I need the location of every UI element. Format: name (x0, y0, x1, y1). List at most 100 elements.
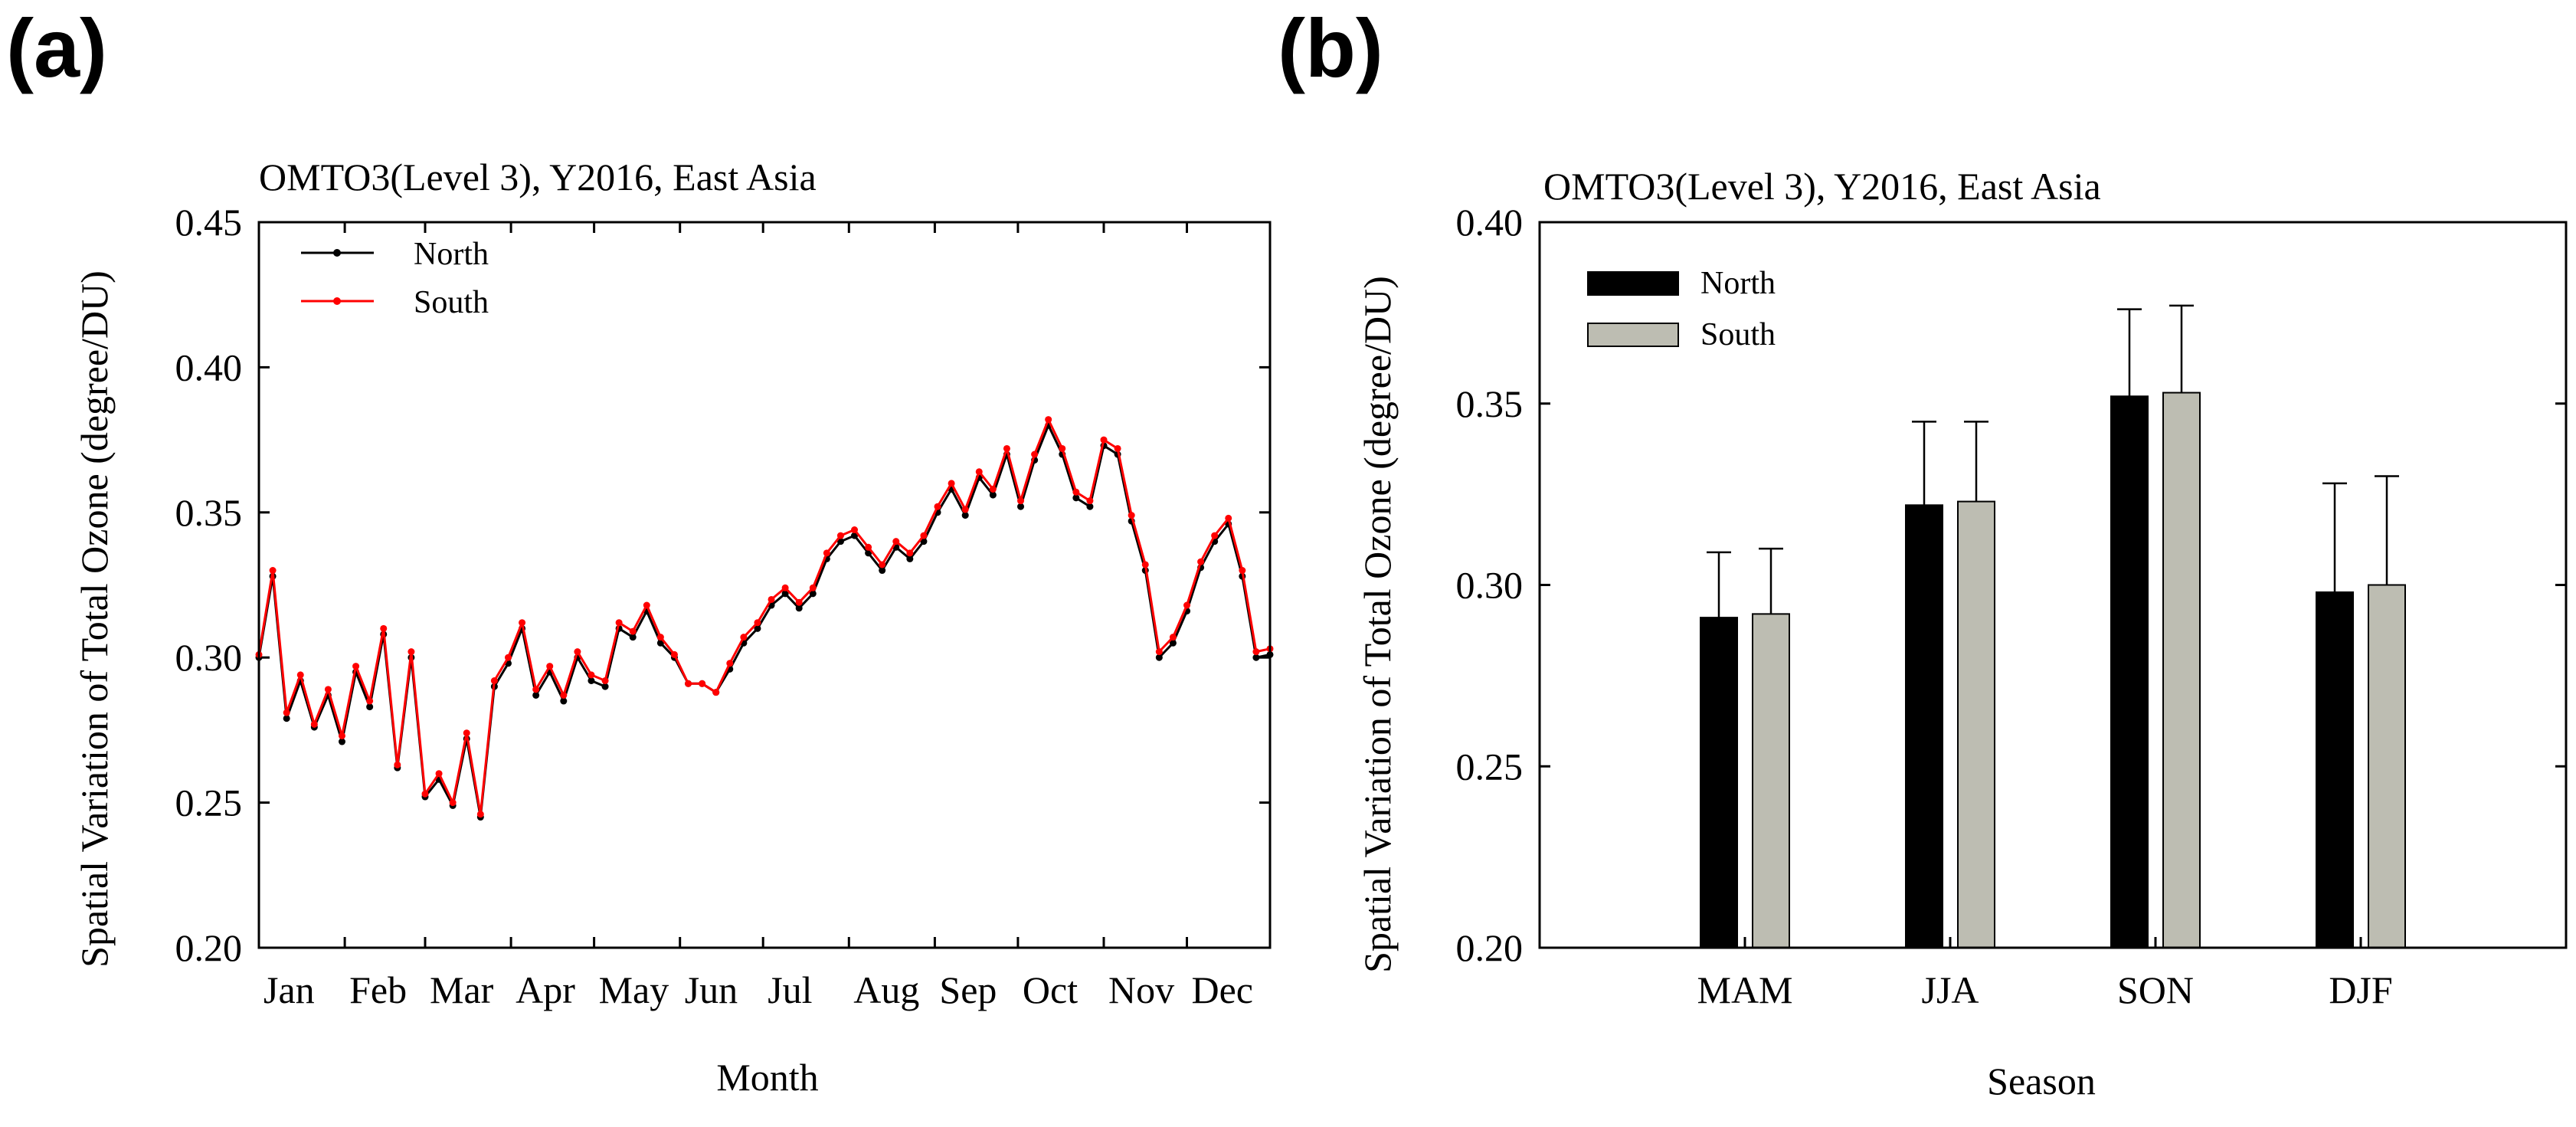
x-tick-label: Sep (939, 968, 997, 1011)
x-tick-label: Jun (685, 968, 738, 1011)
data-point-south (380, 624, 388, 632)
legend-south-swatch (1587, 323, 1679, 347)
data-point-south (1141, 561, 1149, 568)
data-point-south (836, 532, 844, 539)
data-point-north (989, 491, 997, 499)
data-point-south (1155, 648, 1163, 656)
x-tick-label: Feb (349, 968, 407, 1011)
data-point-south (823, 549, 830, 557)
y-axis-label: Spatial Variation of Total Ozone (degree… (73, 270, 116, 968)
plot-frame (257, 221, 1272, 949)
data-point-south (1003, 444, 1010, 452)
bar-south (1957, 500, 1995, 948)
data-point-north (1072, 494, 1080, 502)
bar-north (1905, 504, 1943, 948)
data-point-south (1072, 488, 1080, 496)
y-tick-label: 0.30 (175, 636, 243, 679)
legend-north-label: North (1700, 266, 1776, 301)
panel-label-a: (a) (6, 2, 107, 94)
bar-south (1752, 613, 1790, 948)
data-point-north (906, 555, 914, 562)
x-tick-label: MAM (1697, 968, 1792, 1011)
chart-title: OMTO3(Level 3), Y2016, East Asia (1543, 165, 2101, 208)
x-tick-label: JJA (1921, 968, 1979, 1011)
data-point-south (1169, 634, 1177, 641)
axes: 0.20 0.25 0.30 0.35 0.40 0.45 Jan Feb Mar Apr May J… (175, 201, 1270, 1011)
data-point-south (615, 619, 623, 627)
series-line-north (257, 424, 1271, 818)
panel-label-b: (b) (1278, 2, 1383, 94)
data-point-south (656, 634, 664, 641)
bar-north (2316, 591, 2354, 948)
data-point-south (476, 811, 484, 818)
x-tick-label: Apr (516, 968, 575, 1011)
data-point-south (1183, 601, 1191, 609)
data-point-south (809, 584, 817, 591)
bar-north (2110, 395, 2149, 948)
y-tick-label: 0.45 (175, 201, 243, 244)
data-point-south (643, 601, 650, 609)
y-tick-label: 0.35 (1456, 382, 1524, 425)
data-point-north (795, 604, 803, 612)
data-point-south (865, 543, 872, 551)
legend-north-label: North (414, 237, 489, 272)
data-point-south (435, 770, 443, 778)
data-point-north (754, 624, 761, 632)
data-point-south (1031, 450, 1039, 458)
x-tick-label: Nov (1108, 968, 1174, 1011)
bar-south (2368, 584, 2406, 948)
legend-north-marker (333, 249, 341, 257)
data-point-south (1017, 497, 1025, 505)
axes: 0.20 0.25 0.30 0.35 0.40 MAM JJA SON DJF (1456, 201, 2566, 1011)
line-chart-panel: (a) OMTO3(Level 3), Y2016, East Asia Spa… (6, 2, 1274, 1099)
data-point-south (352, 663, 360, 670)
data-point-south (685, 680, 692, 687)
data-point-south (519, 619, 526, 627)
data-point-south (961, 506, 969, 513)
data-point-south (1252, 648, 1260, 656)
legend-south-marker (333, 297, 341, 305)
data-point-south (795, 598, 803, 606)
data-point-north (601, 683, 609, 690)
data-point-north (1155, 654, 1163, 661)
bar-chart-panel: (b) OMTO3(Level 3), Y2016, East Asia Spa… (1278, 2, 2568, 1102)
data-point-south (463, 729, 470, 737)
data-point-north (1086, 503, 1094, 510)
data-point-south (670, 650, 678, 658)
x-tick-label: Oct (1023, 968, 1078, 1011)
data-point-north (629, 634, 637, 641)
data-point-south (892, 538, 900, 545)
data-point-south (726, 660, 734, 667)
data-point-north (836, 538, 844, 545)
plot-area (1700, 304, 2406, 948)
data-point-south (532, 686, 540, 693)
y-tick-label: 0.25 (1456, 745, 1524, 788)
data-point-south (1059, 444, 1066, 452)
data-point-south (310, 720, 318, 728)
data-point-south (490, 677, 498, 685)
data-point-south (1128, 512, 1135, 519)
y-tick-label: 0.20 (1456, 926, 1524, 969)
y-tick-label: 0.35 (175, 491, 243, 534)
data-point-south (879, 561, 886, 568)
data-point-north (588, 677, 595, 685)
data-point-north (781, 590, 789, 598)
data-point-south (366, 697, 374, 705)
data-point-south (1086, 497, 1094, 505)
data-point-north (656, 639, 664, 647)
x-tick-label: Dec (1192, 968, 1254, 1011)
data-point-south (699, 680, 706, 687)
y-tick-label: 0.25 (175, 781, 243, 824)
data-point-south (1225, 514, 1232, 522)
data-point-south (906, 549, 914, 557)
x-tick-label: SON (2117, 968, 2194, 1011)
chart-title: OMTO3(Level 3), Y2016, East Asia (259, 156, 817, 198)
data-point-south (324, 686, 332, 693)
data-point-north (532, 691, 540, 699)
data-point-south (740, 634, 748, 641)
data-point-south (574, 648, 581, 656)
data-point-south (269, 567, 277, 575)
data-point-north (366, 703, 374, 711)
data-point-north (879, 567, 886, 575)
